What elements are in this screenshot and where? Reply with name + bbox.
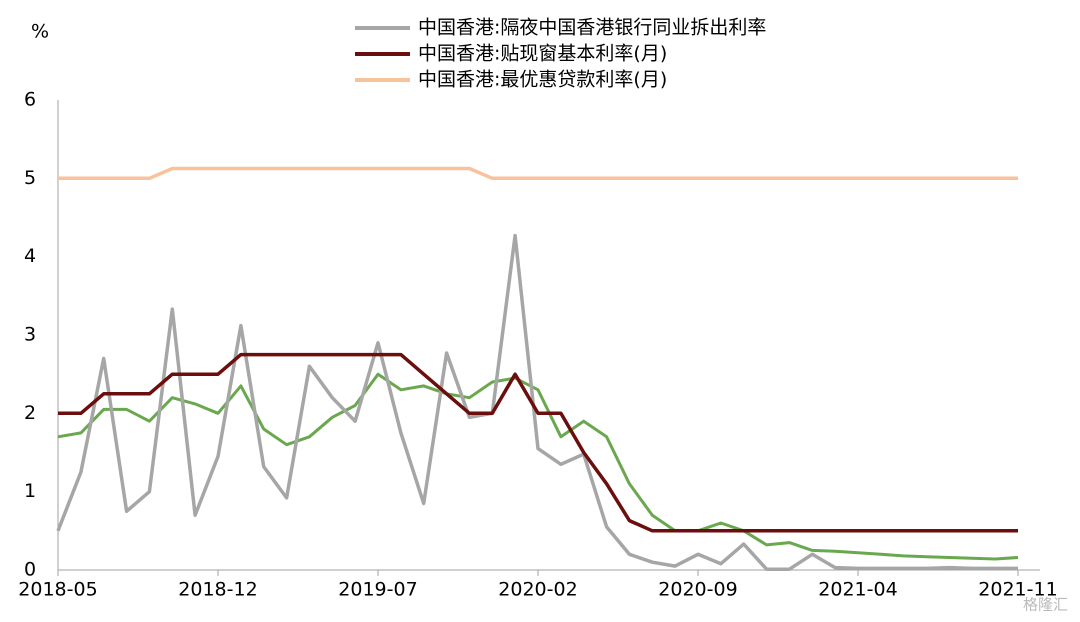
y-tick-label: 2 xyxy=(24,402,36,424)
y-unit: % xyxy=(31,21,49,43)
x-tick-label: 2020-09 xyxy=(658,579,737,601)
series-line xyxy=(58,166,1018,181)
x-tick-label: 2021-04 xyxy=(818,579,897,601)
series-line xyxy=(58,352,1018,533)
x-tick-label: 2020-02 xyxy=(498,579,577,601)
watermark: 格隆汇 xyxy=(1023,596,1068,614)
y-tick-label: 0 xyxy=(24,559,36,581)
series-line xyxy=(57,372,1019,561)
y-tick-label: 6 xyxy=(24,89,36,111)
x-tick-label: 2021-11 xyxy=(978,579,1057,601)
legend-label: 中国香港:贴现窗基本利率(月) xyxy=(418,43,667,65)
y-tick-label: 5 xyxy=(24,167,36,189)
x-tick-label: 2018-12 xyxy=(178,579,257,601)
y-tick-label: 1 xyxy=(24,480,36,502)
series-line xyxy=(56,233,1018,571)
y-tick-label: 3 xyxy=(24,324,36,346)
x-tick-label: 2019-07 xyxy=(338,579,417,601)
x-tick-label: 2018-05 xyxy=(18,579,97,601)
legend-label: 中国香港:最优惠贷款利率(月) xyxy=(418,69,667,91)
legend-label: 中国香港:隔夜中国香港银行同业拆出利率 xyxy=(418,17,766,39)
y-tick-label: 4 xyxy=(24,245,36,267)
